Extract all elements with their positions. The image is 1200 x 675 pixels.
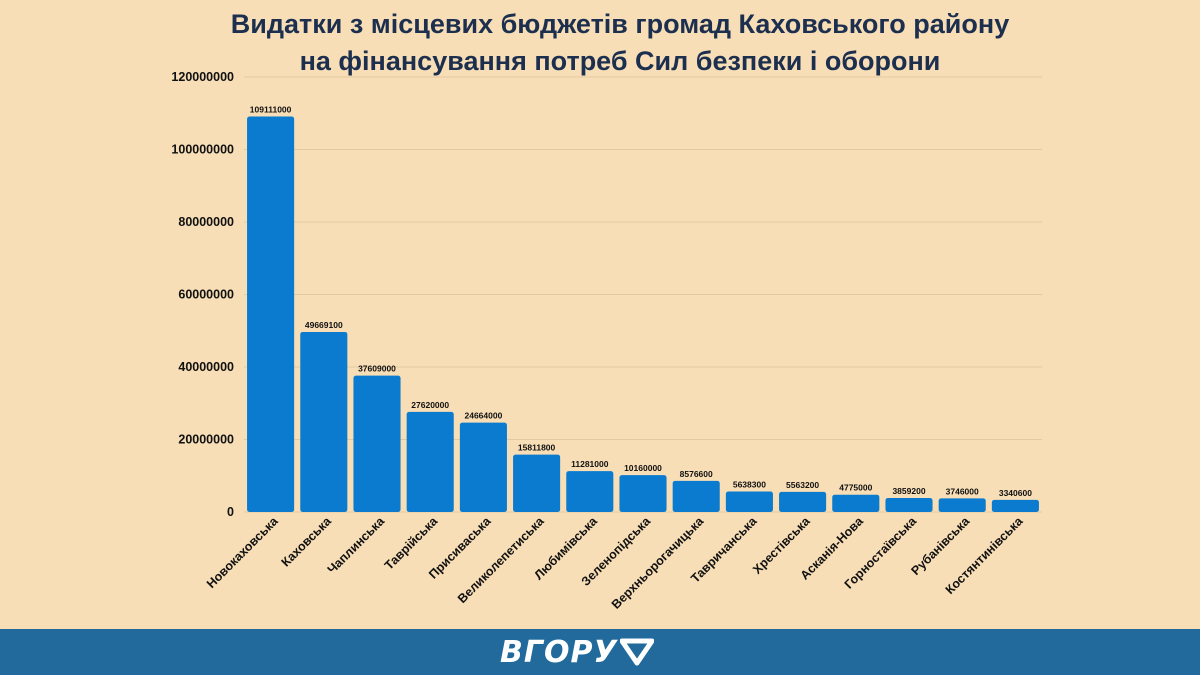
chart-title-line-1: Видатки з місцевих бюджетів громад Кахов… [230, 9, 1010, 39]
data-label: 4775000 [839, 483, 872, 493]
y-tick-label: 0 [227, 505, 234, 519]
y-tick-label: 40000000 [178, 360, 234, 374]
bar [300, 331, 348, 512]
bar [513, 454, 561, 512]
x-tick-label: Великолепетиська [455, 513, 547, 605]
y-tick-label: 80000000 [178, 215, 234, 229]
data-label: 15811800 [518, 443, 556, 453]
data-label: 8576600 [680, 469, 713, 479]
arrow-up-chevron-icon [619, 638, 654, 666]
bar [353, 375, 401, 512]
bar [619, 475, 667, 512]
x-tick-label: Чаплинська [325, 513, 388, 576]
bar [406, 411, 454, 512]
data-label: 5638300 [733, 480, 766, 490]
bar [725, 491, 773, 512]
data-label: 3746000 [946, 486, 979, 496]
y-tick-label: 20000000 [178, 433, 234, 447]
bar [832, 494, 880, 512]
bar [991, 499, 1039, 512]
data-label: 49669100 [305, 320, 343, 330]
data-label: 109111000 [250, 104, 292, 114]
footer-bar: ВГОРУ [0, 629, 1200, 675]
y-tick-label: 60000000 [178, 288, 234, 302]
y-tick-label: 120000000 [171, 70, 234, 84]
bar [779, 491, 827, 512]
data-label: 37609000 [358, 364, 396, 374]
data-label: 3859200 [892, 486, 925, 496]
x-tick-label: Таврійська [382, 513, 441, 572]
bar [672, 480, 720, 512]
bar-chart: 0 20000000 40000000 60000000 80000000 1000000… [171, 70, 1042, 612]
data-label: 11281000 [571, 459, 609, 469]
brand-logo-text: ВГОРУ [500, 634, 618, 670]
data-label: 5563200 [786, 480, 819, 490]
data-label: 10160000 [624, 463, 662, 473]
bar [938, 498, 986, 512]
data-label: 3340600 [999, 488, 1032, 498]
data-label: 27620000 [411, 400, 449, 410]
bar [885, 498, 933, 512]
bar [247, 116, 295, 512]
data-label: 24664000 [464, 411, 502, 421]
brand-logo: ВГОРУ [500, 634, 654, 670]
x-tick-label: Каховська [279, 513, 335, 569]
x-tick-label: Новокаховська [204, 513, 281, 590]
chart-title-line-2: на фінансування потреб Сил безпеки і обо… [299, 46, 941, 76]
bar [566, 471, 614, 512]
chart-title: Видатки з місцевих бюджетів громад Кахов… [0, 6, 1200, 80]
bar [459, 422, 507, 512]
y-tick-label: 100000000 [171, 143, 234, 157]
x-tick-label: Верхньорогачицька [609, 513, 707, 611]
